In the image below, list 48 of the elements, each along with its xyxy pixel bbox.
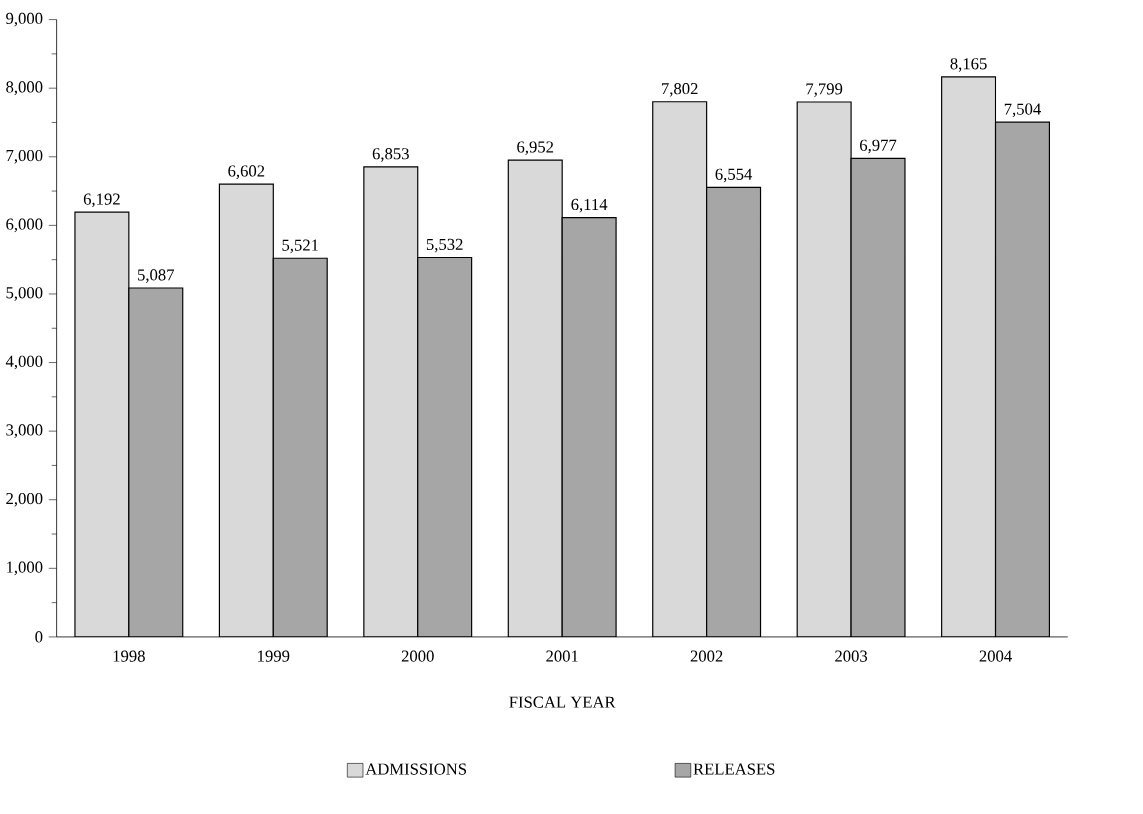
y-tick-label: 8,000 [6, 81, 43, 95]
data-label: 6,952 [517, 141, 554, 155]
data-label: 6,554 [715, 168, 753, 183]
bar [508, 159, 563, 637]
x-tick-label: 2002 [690, 650, 723, 662]
data-label: 6,977 [860, 139, 897, 154]
y-tick-label: 6,000 [6, 218, 43, 233]
x-tick-label: 2003 [835, 650, 868, 662]
legend-label: ADMISSIONS [365, 763, 467, 775]
bar [219, 183, 274, 637]
x-tick-label: 1998 [113, 650, 145, 662]
legend-label: RELEASES [693, 763, 775, 775]
y-tick-label: 0 [35, 631, 43, 643]
data-label: 6,853 [372, 148, 409, 162]
x-tick-label: 2001 [546, 650, 578, 662]
data-label: 5,532 [426, 238, 463, 253]
data-label: 7,504 [1004, 103, 1041, 117]
x-axis-title: FISCAL YEAR [509, 696, 616, 708]
bar [74, 212, 129, 637]
bar [652, 101, 707, 637]
bar [706, 187, 761, 637]
bar [128, 287, 183, 637]
y-tick-label: 9,000 [6, 12, 43, 27]
data-label: 7,802 [662, 82, 698, 97]
bar [562, 217, 617, 637]
data-label: 5,087 [138, 269, 175, 283]
x-tick-label: 1999 [258, 650, 290, 662]
y-tick-label: 2,000 [6, 492, 43, 507]
y-tick-label: 7,000 [6, 149, 43, 164]
x-tick-label: 2000 [401, 650, 434, 662]
y-tick-label: 3,000 [6, 424, 43, 438]
x-tick-label: 2004 [979, 650, 1012, 662]
bar [994, 121, 1051, 637]
bar [273, 258, 328, 637]
y-tick-label: 1,000 [7, 561, 43, 576]
bar [941, 76, 997, 637]
data-label: 7,799 [806, 83, 843, 97]
bar [417, 257, 472, 637]
data-label: 5,521 [282, 239, 318, 254]
data-label: 6,114 [571, 198, 608, 213]
y-tick-label: 4,000 [5, 355, 43, 370]
data-label: 6,602 [228, 165, 265, 179]
data-label: 8,165 [950, 58, 987, 72]
bar [851, 158, 905, 637]
data-label: 6,192 [83, 193, 120, 207]
y-tick-label: 5,000 [6, 287, 43, 301]
bar [363, 166, 418, 637]
bar [797, 101, 852, 637]
